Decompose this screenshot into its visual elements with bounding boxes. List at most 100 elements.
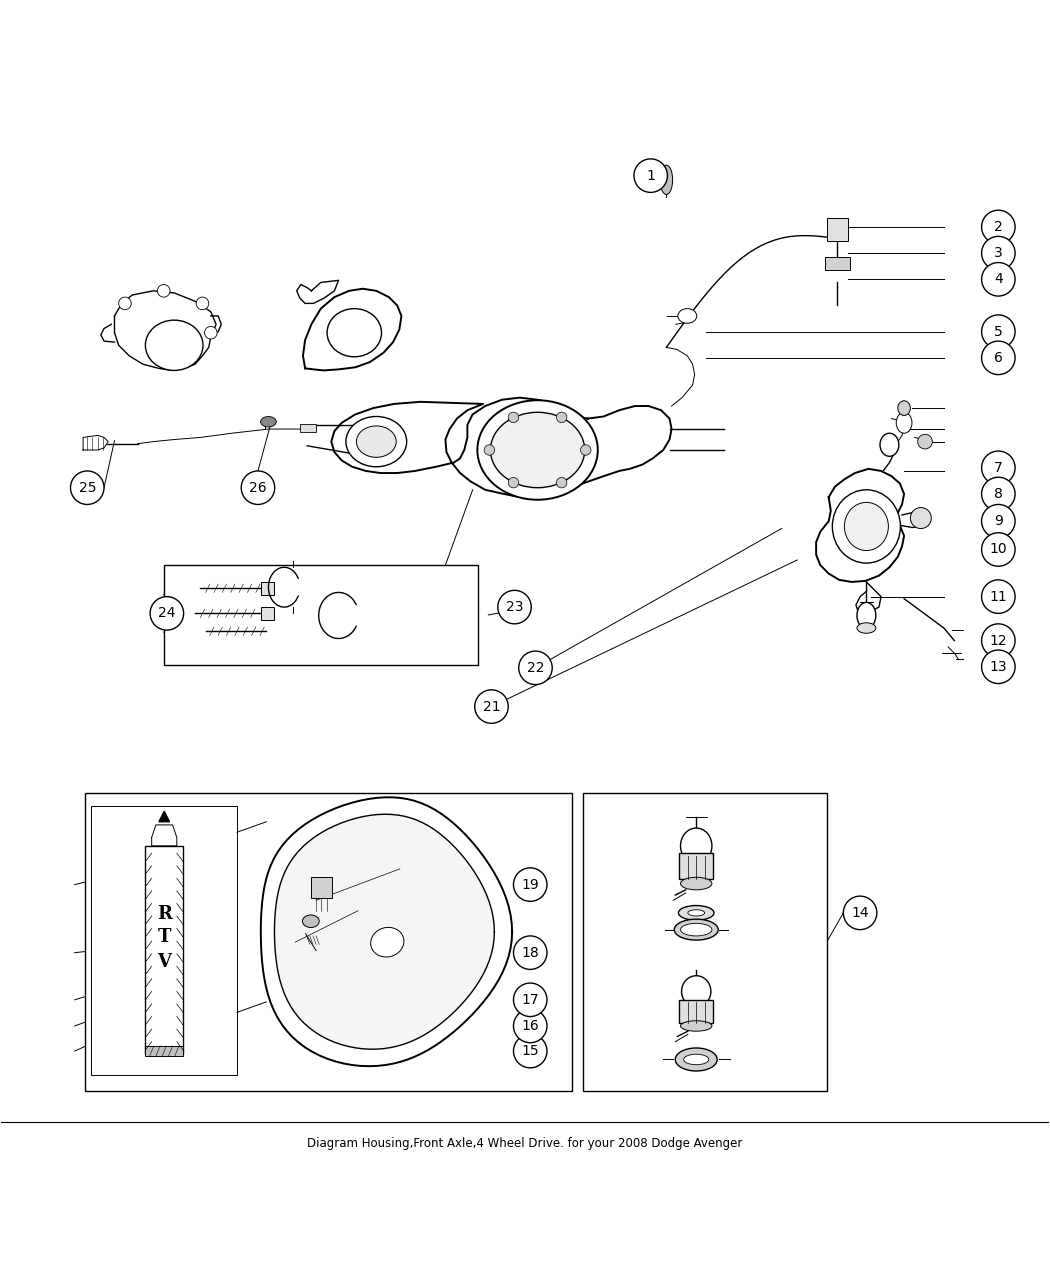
Polygon shape: [274, 815, 495, 1050]
Bar: [311, 877, 332, 898]
Ellipse shape: [674, 919, 718, 940]
Polygon shape: [297, 281, 338, 304]
Bar: [679, 1000, 713, 1023]
Text: 21: 21: [483, 700, 500, 714]
Text: 19: 19: [522, 877, 539, 891]
Circle shape: [498, 590, 531, 624]
Text: 8: 8: [994, 487, 1003, 501]
Text: 24: 24: [159, 607, 175, 621]
Circle shape: [982, 478, 1015, 511]
Circle shape: [158, 285, 170, 298]
Circle shape: [513, 1034, 547, 1068]
Circle shape: [119, 298, 131, 309]
Ellipse shape: [478, 400, 597, 499]
Circle shape: [508, 478, 519, 488]
Ellipse shape: [675, 1048, 717, 1071]
Bar: [824, 257, 849, 269]
Bar: [583, 793, 826, 1091]
Circle shape: [634, 158, 668, 193]
Circle shape: [70, 471, 104, 504]
Ellipse shape: [145, 321, 203, 370]
Ellipse shape: [688, 909, 705, 916]
Bar: [164, 566, 478, 665]
Text: 12: 12: [989, 633, 1007, 647]
Bar: [261, 582, 274, 595]
Circle shape: [982, 504, 1015, 538]
Text: 7: 7: [994, 461, 1003, 475]
Ellipse shape: [857, 623, 876, 633]
Circle shape: [242, 471, 275, 504]
Circle shape: [918, 434, 932, 450]
Polygon shape: [308, 425, 368, 456]
Circle shape: [556, 478, 567, 488]
Polygon shape: [816, 469, 904, 582]
Circle shape: [910, 507, 931, 529]
Text: 1: 1: [646, 169, 655, 183]
Ellipse shape: [328, 309, 381, 356]
Circle shape: [513, 983, 547, 1016]
Ellipse shape: [680, 923, 712, 936]
Ellipse shape: [371, 927, 404, 956]
Ellipse shape: [660, 165, 673, 194]
Ellipse shape: [844, 502, 888, 550]
Bar: [261, 607, 274, 619]
Circle shape: [475, 690, 508, 723]
Ellipse shape: [684, 1055, 709, 1065]
Circle shape: [513, 936, 547, 969]
Circle shape: [581, 444, 591, 455]
Text: R: R: [156, 905, 172, 923]
Bar: [85, 793, 572, 1091]
Text: 2: 2: [994, 220, 1003, 234]
Circle shape: [982, 624, 1015, 658]
Ellipse shape: [680, 1020, 712, 1032]
Ellipse shape: [833, 490, 901, 563]
Ellipse shape: [678, 309, 697, 323]
Ellipse shape: [356, 427, 396, 457]
Ellipse shape: [857, 603, 876, 628]
Ellipse shape: [681, 976, 711, 1008]
Circle shape: [196, 298, 209, 309]
Circle shape: [982, 580, 1015, 613]
Polygon shape: [331, 397, 672, 497]
Polygon shape: [303, 289, 401, 370]
Circle shape: [513, 1009, 547, 1043]
Ellipse shape: [345, 416, 406, 467]
Circle shape: [982, 650, 1015, 683]
Circle shape: [843, 896, 877, 930]
Ellipse shape: [678, 905, 714, 921]
Text: 5: 5: [994, 324, 1003, 338]
Ellipse shape: [680, 827, 712, 863]
Ellipse shape: [260, 416, 276, 427]
Circle shape: [205, 327, 217, 338]
Text: 11: 11: [989, 590, 1007, 604]
Circle shape: [519, 651, 552, 684]
Text: 23: 23: [506, 600, 523, 614]
Text: 10: 10: [989, 543, 1007, 557]
Bar: [826, 217, 847, 240]
Bar: [91, 806, 237, 1075]
Polygon shape: [151, 825, 176, 845]
Polygon shape: [114, 291, 216, 370]
Polygon shape: [260, 797, 512, 1066]
Ellipse shape: [302, 914, 319, 927]
Circle shape: [982, 263, 1015, 296]
Text: 14: 14: [852, 905, 869, 919]
Bar: [145, 845, 183, 1055]
Ellipse shape: [880, 433, 899, 456]
Circle shape: [508, 412, 519, 423]
Circle shape: [556, 412, 567, 423]
Circle shape: [982, 315, 1015, 349]
Text: 26: 26: [249, 480, 267, 494]
Circle shape: [982, 533, 1015, 566]
Text: 3: 3: [994, 246, 1003, 261]
Text: 9: 9: [994, 515, 1003, 529]
Text: 25: 25: [79, 480, 96, 494]
Circle shape: [982, 236, 1015, 269]
Ellipse shape: [897, 412, 912, 433]
Text: T: T: [158, 928, 171, 946]
Text: V: V: [158, 953, 171, 971]
Bar: [679, 853, 713, 880]
Text: 13: 13: [989, 660, 1007, 674]
Bar: [145, 1046, 183, 1056]
Bar: [300, 424, 316, 432]
